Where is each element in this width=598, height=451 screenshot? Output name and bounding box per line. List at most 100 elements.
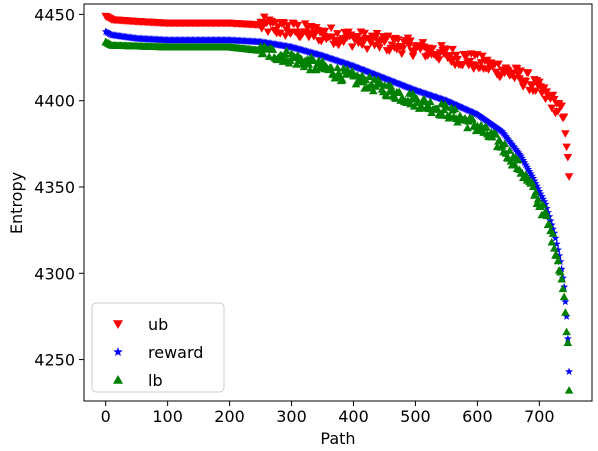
point-lb (395, 87, 404, 96)
point-ub (527, 82, 537, 91)
point-reward (531, 179, 540, 187)
point-lb (426, 97, 435, 106)
point-reward (521, 160, 530, 169)
point-lb (544, 220, 554, 228)
point-ub (259, 13, 269, 22)
point-reward (546, 216, 555, 225)
point-lb (258, 49, 268, 57)
point-reward (536, 189, 545, 198)
point-reward (514, 148, 523, 157)
point-ub (494, 60, 503, 69)
point-lb (528, 182, 538, 191)
point-ub (362, 45, 372, 54)
point-lb (282, 46, 291, 55)
point-ub (347, 43, 357, 51)
point-ub (404, 41, 414, 50)
point-lb (391, 94, 400, 102)
point-lb (369, 86, 378, 95)
legend: ub reward lb (91, 302, 225, 393)
point-ub (531, 87, 540, 96)
point-ub (561, 130, 570, 138)
point-ub (263, 28, 273, 37)
point-lb (564, 386, 574, 394)
x-tick-label: 300 (276, 407, 307, 426)
point-reward (508, 140, 517, 149)
point-ub (276, 30, 285, 38)
point-ub (305, 30, 315, 38)
legend-label-ub: ub (148, 315, 168, 334)
point-ub (547, 104, 557, 113)
point-lb (412, 94, 421, 102)
point-reward (529, 174, 538, 182)
point-reward (509, 142, 518, 150)
point-reward (499, 129, 508, 137)
point-ub (300, 20, 310, 28)
point-lb (333, 63, 342, 72)
point-reward (560, 282, 569, 291)
x-tick-label: 0 (101, 407, 111, 426)
point-reward (506, 138, 515, 147)
point-lb (268, 45, 278, 53)
point-lb (468, 114, 477, 123)
point-reward (557, 264, 566, 273)
point-ub (483, 56, 492, 65)
point-reward (561, 297, 570, 306)
point-ub (461, 52, 471, 61)
point-ub (434, 56, 444, 64)
point-lb (538, 200, 548, 209)
point-reward (551, 234, 560, 242)
point-ub (452, 51, 461, 60)
x-tick-label: 200 (214, 407, 245, 426)
point-reward (513, 146, 522, 155)
point-ub (562, 143, 571, 152)
point-lb (264, 52, 274, 60)
point-lb (338, 75, 347, 84)
point-ub (293, 22, 303, 30)
point-ub (549, 95, 559, 104)
point-ub (458, 61, 467, 70)
point-lb (491, 130, 501, 138)
point-lb (552, 251, 561, 259)
point-ub (409, 48, 419, 57)
point-reward (524, 165, 533, 173)
point-reward (534, 184, 543, 193)
point-lb (563, 338, 573, 347)
point-ub (397, 50, 407, 59)
point-ub (559, 113, 569, 121)
legend-marker-reward (113, 347, 123, 357)
point-lb (442, 102, 451, 111)
plot-frame (83, 3, 593, 402)
legend-marker-ub (113, 320, 123, 329)
point-lb (553, 256, 563, 265)
point-reward (518, 153, 526, 162)
point-reward (525, 167, 534, 175)
point-reward (539, 194, 548, 203)
point-lb (357, 71, 367, 79)
point-reward (548, 224, 557, 233)
x-tick-label: 400 (338, 407, 369, 426)
point-ub (398, 45, 408, 53)
point-lb (556, 267, 565, 276)
x-axis-label: Path (320, 429, 355, 448)
point-reward (565, 367, 574, 376)
point-lb (304, 60, 314, 68)
point-ub (535, 78, 544, 87)
point-ub (375, 44, 384, 52)
point-ub (357, 41, 367, 50)
point-ub (453, 55, 462, 64)
x-tick-label: 700 (524, 407, 555, 426)
y-axis-label: Entropy (7, 172, 26, 234)
point-ub (548, 91, 558, 100)
point-lb (326, 63, 336, 71)
series-reward (101, 27, 574, 376)
point-ub (406, 37, 415, 46)
point-lb (562, 327, 571, 336)
point-lb (299, 62, 309, 71)
point-lb (365, 72, 374, 81)
point-ub (521, 77, 531, 86)
point-lb (557, 274, 566, 283)
point-reward (535, 187, 544, 195)
point-reward (544, 208, 553, 216)
y-tick-label: 4350 (34, 178, 75, 197)
point-ub (370, 41, 379, 50)
